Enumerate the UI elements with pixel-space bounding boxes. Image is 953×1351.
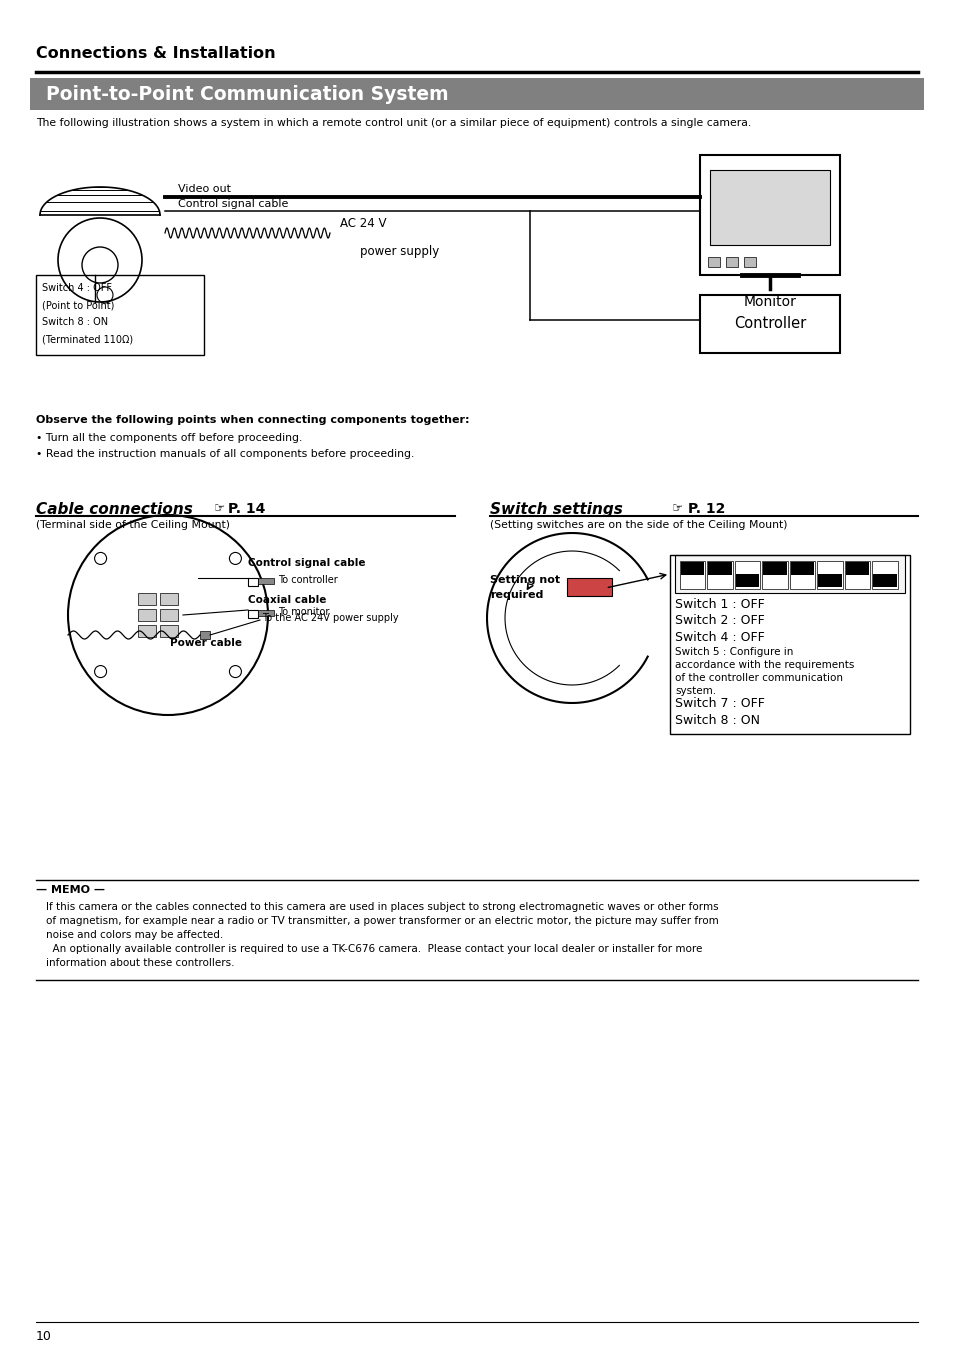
Text: P. 14: P. 14 [228,503,265,516]
Bar [675,555,904,593]
Text: P. 12: P. 12 [687,503,724,516]
Text: • Read the instruction manuals of all components before proceeding.: • Read the instruction manuals of all co… [36,449,414,459]
Text: To the AC 24V power supply: To the AC 24V power supply [262,613,398,623]
Bar [680,562,703,576]
Bar [707,257,720,267]
Text: Point-to-Point Communication System: Point-to-Point Communication System [46,85,448,104]
Text: An optionally available controller is required to use a TK-C676 camera.  Please : An optionally available controller is re… [46,944,701,954]
Text: Coaxial cable: Coaxial cable [248,594,326,605]
Text: (Terminal side of the Ceiling Mount): (Terminal side of the Ceiling Mount) [36,520,230,530]
Text: Connections & Installation: Connections & Installation [36,46,275,61]
Text: Switch 8 : ON: Switch 8 : ON [42,317,108,327]
Bar [160,593,178,605]
Bar [872,561,897,589]
Bar [708,562,731,576]
Bar [734,561,760,589]
Text: noise and colors may be affected.: noise and colors may be affected. [46,929,223,940]
Bar [257,578,274,584]
Bar [700,295,840,353]
Bar [845,562,868,576]
Bar [566,578,612,596]
Text: information about these controllers.: information about these controllers. [46,958,234,969]
Bar [873,574,896,586]
Bar [762,562,786,576]
Text: Control signal cable: Control signal cable [178,199,288,209]
Text: Observe the following points when connecting components together:: Observe the following points when connec… [36,415,469,426]
Bar [679,561,705,589]
Text: The following illustration shows a system in which a remote control unit (or a s: The following illustration shows a syste… [36,118,750,128]
Bar [257,611,274,616]
Text: • Turn all the components off before proceeding.: • Turn all the components off before pro… [36,434,302,443]
Bar [735,574,759,586]
Text: Setting not: Setting not [490,576,559,585]
Text: Switch 5 : Configure in
accordance with the requirements
of the controller commu: Switch 5 : Configure in accordance with … [675,647,854,696]
Bar [844,561,869,589]
Bar [138,593,156,605]
Text: required: required [490,590,543,600]
Bar [36,276,204,355]
Bar [138,626,156,638]
Text: Switch 7 : OFF: Switch 7 : OFF [675,697,764,711]
Text: Cable connections: Cable connections [36,503,193,517]
Text: (Setting switches are on the side of the Ceiling Mount): (Setting switches are on the side of the… [490,520,786,530]
Text: power supply: power supply [359,245,438,258]
Text: (Point to Point): (Point to Point) [42,300,114,309]
Bar [818,574,841,586]
Bar [817,561,842,589]
Bar [725,257,738,267]
Text: Control signal cable: Control signal cable [248,558,365,567]
Text: If this camera or the cables connected to this camera are used in places subject: If this camera or the cables connected t… [46,902,718,912]
Text: Switch settings: Switch settings [490,503,622,517]
Text: ☞: ☞ [671,503,682,515]
Bar [761,561,787,589]
Text: of magnetism, for example near a radio or TV transmitter, a power transformer or: of magnetism, for example near a radio o… [46,916,718,925]
Text: Switch 8 : ON: Switch 8 : ON [675,713,760,727]
Text: Switch 2 : OFF: Switch 2 : OFF [675,615,764,627]
Text: Switch 1 : OFF: Switch 1 : OFF [675,598,764,611]
Text: Switch 4 : OFF: Switch 4 : OFF [42,282,112,293]
Text: AC 24 V: AC 24 V [339,218,386,230]
Bar [789,561,815,589]
Text: Power cable: Power cable [170,638,242,648]
Text: Controller: Controller [733,316,805,331]
Bar [790,562,814,576]
Text: 10: 10 [36,1329,51,1343]
Text: To monitor: To monitor [277,607,329,617]
Text: (Terminated 110Ω): (Terminated 110Ω) [42,334,133,345]
Bar [200,631,210,639]
Bar [743,257,755,267]
Bar [248,611,257,617]
Text: ☞: ☞ [213,503,225,515]
Bar [248,578,257,586]
Bar [160,626,178,638]
Text: — MEMO —: — MEMO — [36,885,105,894]
Text: Video out: Video out [178,184,231,195]
Bar [30,78,923,109]
Text: Monitor: Monitor [742,295,796,309]
Text: Switch 4 : OFF: Switch 4 : OFF [675,631,764,644]
Text: To controller: To controller [277,576,337,585]
Bar [669,555,909,734]
Bar [160,609,178,621]
Bar [709,170,829,245]
Bar [707,561,732,589]
Bar [700,155,840,276]
Bar [138,609,156,621]
